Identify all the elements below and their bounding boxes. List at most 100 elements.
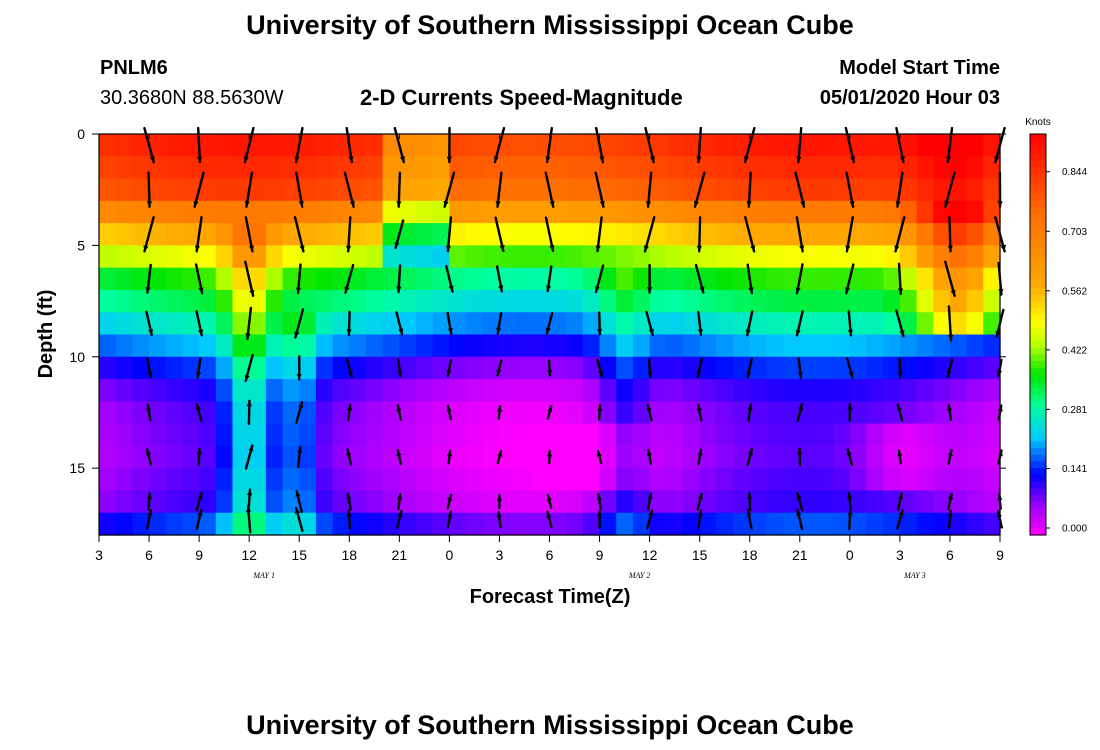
heat-cell [215, 379, 234, 402]
heat-cell [199, 401, 217, 425]
heat-cell [699, 445, 717, 469]
current-vector-head [346, 449, 352, 456]
current-vector-head [847, 510, 853, 516]
heat-cell [449, 223, 467, 246]
heat-cell [115, 468, 133, 492]
heat-cell [599, 401, 617, 425]
current-vector-head [747, 404, 753, 411]
current-vector-head [347, 370, 353, 377]
colorbar-segment [1030, 521, 1046, 529]
heat-cell [549, 423, 567, 447]
heat-cell [332, 267, 350, 291]
current-vector-head [597, 370, 603, 377]
heat-cell [416, 490, 434, 514]
heat-cell [532, 423, 551, 447]
heat-cell [499, 490, 517, 514]
heat-cell [382, 512, 400, 536]
current-vector-head [894, 245, 900, 252]
heat-cell [733, 223, 751, 246]
heat-cell [215, 445, 234, 469]
heat-cell [282, 445, 300, 469]
x-tick-label: 3 [95, 547, 103, 563]
heat-cell [849, 512, 868, 536]
current-vector-head [247, 489, 253, 496]
heat-cell [899, 134, 918, 157]
heat-cell [182, 223, 200, 246]
heat-cell [682, 312, 701, 336]
heat-cell [99, 379, 117, 402]
heat-cell [766, 223, 784, 246]
current-vector-head [294, 331, 300, 338]
heat-cell [916, 134, 934, 157]
heat-cell [115, 445, 133, 469]
current-vector-head [845, 287, 851, 294]
heat-cell [783, 445, 801, 469]
heat-cell [883, 178, 901, 202]
current-vector-head [649, 156, 655, 163]
heat-cell [866, 468, 884, 492]
colorbar-segment [1030, 528, 1046, 536]
heat-cell [99, 445, 117, 469]
current-vector-head [196, 449, 202, 455]
heat-cell [866, 267, 884, 291]
heat-cell [365, 334, 384, 358]
heat-cell [165, 490, 184, 514]
heat-cell [249, 512, 267, 536]
heat-cell [566, 134, 584, 157]
heat-cell [799, 245, 818, 269]
heat-cell [99, 423, 117, 447]
heat-cell [332, 312, 350, 336]
colorbar-segment [1030, 461, 1046, 469]
heat-cell [649, 490, 667, 514]
heat-cell [632, 401, 651, 425]
heat-cell [966, 245, 984, 269]
heat-cell [265, 200, 284, 224]
x-axis-ticks: 3 6 9 12 15 18 21 0 3 6 9 12 15 18 21 0 3 6 9 [95, 134, 1004, 563]
heat-cell [549, 178, 567, 202]
heat-cell [182, 445, 200, 469]
heat-cell [466, 156, 484, 180]
heat-cell [532, 245, 551, 269]
heat-cell [966, 134, 984, 157]
heat-cell [315, 334, 334, 358]
heat-cell [983, 223, 1001, 246]
heat-cell [549, 379, 567, 402]
current-vector-head [746, 510, 752, 516]
heat-cell [749, 512, 768, 536]
current-vector-head [399, 156, 405, 163]
heat-cell [616, 512, 634, 536]
heat-cell [849, 468, 868, 492]
heat-cell [916, 156, 934, 180]
x-tick-label: 3 [896, 547, 904, 563]
heat-cell [682, 423, 701, 447]
heat-cell [632, 223, 651, 246]
heat-cell [966, 178, 984, 202]
heat-cell [899, 312, 918, 336]
heat-cell [866, 490, 884, 514]
heat-cell [916, 178, 934, 202]
heat-cell [749, 289, 768, 313]
heat-cell [382, 312, 400, 336]
heat-cell [716, 267, 734, 291]
heat-cell [482, 134, 501, 157]
heat-cell [432, 490, 450, 514]
current-vector-head [747, 449, 753, 456]
heat-cell [866, 223, 884, 246]
heat-cell [99, 401, 117, 425]
heat-cell [749, 334, 768, 358]
heat-cell [599, 356, 617, 380]
current-vector-head [747, 493, 753, 499]
heat-cell [883, 512, 901, 536]
heat-cell [299, 267, 317, 291]
current-vector-head [697, 493, 703, 500]
heat-cell [232, 289, 250, 313]
heat-cell [666, 490, 684, 514]
heat-cell [149, 468, 167, 492]
current-vector-head [800, 200, 806, 207]
x-tick-label: 6 [946, 547, 954, 563]
heat-cell [499, 334, 517, 358]
y-axis-label: Depth (ft) [35, 290, 57, 379]
heat-cell [499, 200, 517, 224]
heat-cell [649, 379, 667, 402]
heat-cell [766, 379, 784, 402]
